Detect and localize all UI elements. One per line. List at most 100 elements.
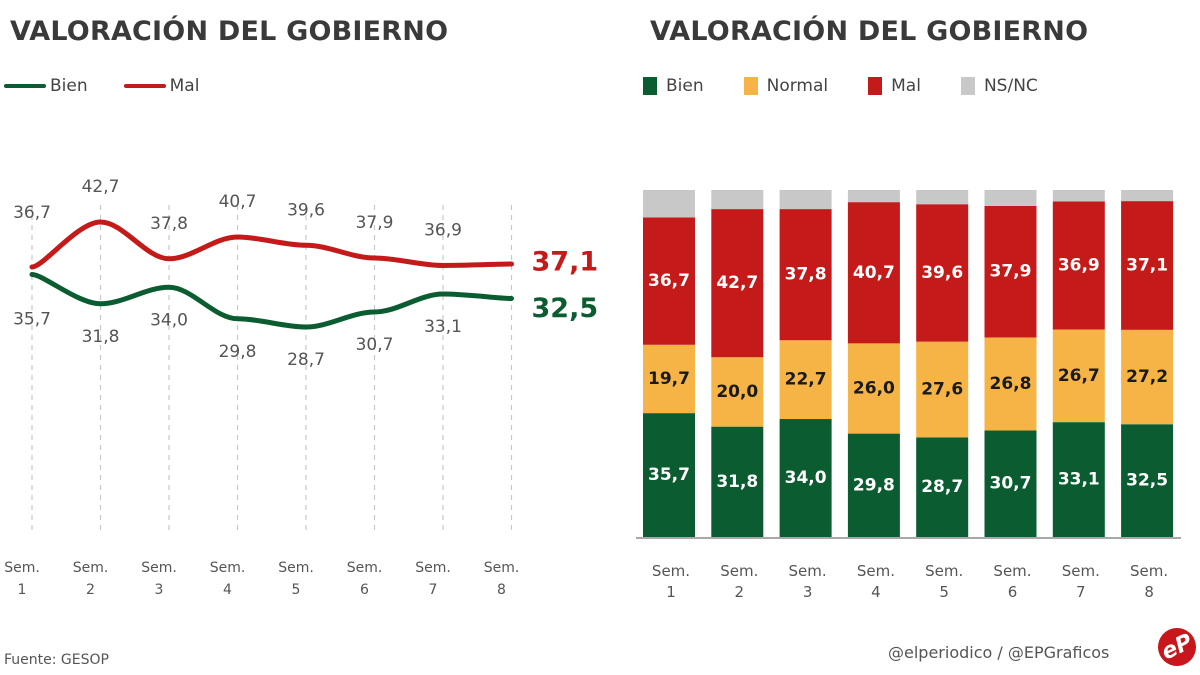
data-label-mal: 37,8: [150, 214, 188, 234]
legend-label-normal: Normal: [766, 76, 829, 96]
line-series-bien: [29, 272, 514, 330]
x-tick-label: Sem.: [415, 560, 451, 576]
bar-nsnc-sem-2: [711, 190, 764, 210]
bar-label-normal: 27,2: [1126, 367, 1168, 387]
data-label-bien: 33,1: [424, 317, 462, 337]
bar-bien-sem-3: [779, 419, 832, 537]
legend-label-bien: Bien: [50, 76, 88, 96]
bar-mal-sem-3: [779, 209, 832, 341]
x-tick-label: 7: [429, 582, 438, 598]
data-label-bien: 31,8: [82, 327, 120, 347]
bar-label-bien: 33,1: [1058, 470, 1100, 490]
bar-normal-sem-6: [984, 337, 1037, 431]
bar-bien-sem-5: [916, 437, 969, 537]
x-tick-label: 1: [666, 583, 676, 601]
bar-label-bien: 34,0: [785, 468, 827, 488]
bar-mal-sem-5: [916, 204, 969, 342]
legend-label-mal: Mal: [169, 76, 200, 96]
legend-label-nsnc: NS/NC: [983, 76, 1038, 96]
data-label-mal: 36,7: [13, 203, 51, 223]
bar-label-bien: 29,8: [853, 475, 895, 495]
bar-label-bien: 28,7: [921, 477, 963, 497]
bar-nsnc-sem-8: [1121, 190, 1174, 202]
data-label-mal: 39,6: [287, 200, 325, 220]
bar-mal-sem-6: [984, 205, 1037, 338]
bar-label-mal: 42,7: [716, 273, 758, 293]
data-label-mal: 36,9: [424, 221, 462, 241]
bar-label-mal: 36,9: [1058, 255, 1100, 275]
bar-normal-sem-8: [1121, 329, 1174, 425]
x-tick-label: 2: [86, 582, 95, 598]
legend-item-nsnc: NS/NC: [960, 76, 1038, 96]
line-chart-legend: Bien Mal: [4, 76, 225, 96]
x-tick-label: 1: [18, 582, 27, 598]
legend-item-mal: Mal: [123, 76, 200, 96]
x-tick-label: 3: [803, 583, 813, 601]
legend-swatch-nsnc: [960, 77, 975, 95]
bar-chart-legend: Bien Normal Mal NS/NC: [643, 76, 1078, 96]
bar-normal-sem-2: [711, 357, 764, 427]
x-tick-label: 2: [735, 583, 745, 601]
x-tick-label: Sem.: [1062, 562, 1100, 580]
data-label-bien: 30,7: [356, 335, 394, 355]
legend-swatch-bien: [4, 84, 46, 88]
data-label-final-bien: 32,5: [532, 293, 599, 324]
x-tick-label: 5: [939, 583, 949, 601]
bar-nsnc-sem-3: [779, 190, 832, 210]
x-tick-label: 8: [1144, 583, 1154, 601]
left-chart-title: VALORACIÓN DEL GOBIERNO: [10, 16, 449, 47]
bar-bien-sem-7: [1052, 422, 1105, 537]
bar-label-mal: 39,6: [921, 263, 963, 283]
credit-text: @elperiodico / @EPGraficos: [888, 643, 1110, 662]
bar-normal-sem-1: [643, 344, 695, 414]
right-chart-title: VALORACIÓN DEL GOBIERNO: [650, 16, 1089, 47]
legend-label-bien: Bien: [666, 76, 704, 96]
data-label-bien: 35,7: [13, 310, 51, 330]
bar-label-normal: 26,7: [1058, 366, 1100, 386]
x-tick-label: Sem.: [4, 560, 40, 576]
bar-mal-sem-1: [643, 217, 695, 345]
x-tick-label: Sem.: [73, 560, 109, 576]
x-tick-label: 7: [1076, 583, 1086, 601]
bar-bien-sem-6: [984, 430, 1037, 537]
bar-normal-sem-3: [779, 340, 832, 420]
bar-label-bien: 31,8: [716, 472, 758, 492]
legend-swatch-mal: [868, 77, 883, 95]
bar-mal-sem-4: [847, 202, 900, 344]
data-label-bien: 34,0: [150, 310, 188, 330]
bar-label-normal: 26,8: [990, 374, 1032, 394]
x-tick-label: Sem.: [484, 560, 520, 576]
bar-label-mal: 37,9: [990, 262, 1032, 282]
source-note: Fuente: GESOP: [4, 652, 109, 668]
bar-bien-sem-2: [711, 426, 764, 537]
bar-label-normal: 26,0: [853, 378, 895, 398]
legend-swatch-bien: [643, 77, 657, 95]
bar-normal-sem-5: [916, 341, 969, 438]
data-label-mal: 37,9: [356, 213, 394, 233]
x-tick-label: Sem.: [278, 560, 314, 576]
bar-label-normal: 20,0: [716, 382, 758, 402]
x-tick-label: Sem.: [141, 560, 177, 576]
bar-label-normal: 22,7: [785, 370, 827, 390]
bar-nsnc-sem-6: [984, 190, 1037, 206]
bar-label-mal: 36,7: [648, 271, 690, 291]
x-tick-label: 4: [223, 582, 232, 598]
data-label-final-mal: 37,1: [532, 247, 599, 278]
data-label-bien: 29,8: [219, 342, 257, 362]
bar-normal-sem-7: [1052, 329, 1105, 423]
x-tick-label: 5: [292, 582, 301, 598]
x-tick-label: Sem.: [993, 562, 1031, 580]
bar-mal-sem-8: [1121, 201, 1174, 330]
bar-label-normal: 27,6: [921, 380, 963, 400]
bar-normal-sem-4: [847, 343, 900, 434]
bar-nsnc-sem-4: [847, 190, 900, 203]
line-series-mal: [29, 219, 514, 270]
legend-swatch-normal: [743, 77, 758, 95]
legend-swatch-mal: [123, 84, 166, 88]
bar-label-bien: 30,7: [990, 474, 1032, 494]
bar-label-bien: 35,7: [648, 465, 690, 485]
bar-label-bien: 32,5: [1126, 471, 1168, 491]
x-tick-label: Sem.: [720, 562, 758, 580]
bar-label-mal: 37,8: [785, 265, 827, 285]
